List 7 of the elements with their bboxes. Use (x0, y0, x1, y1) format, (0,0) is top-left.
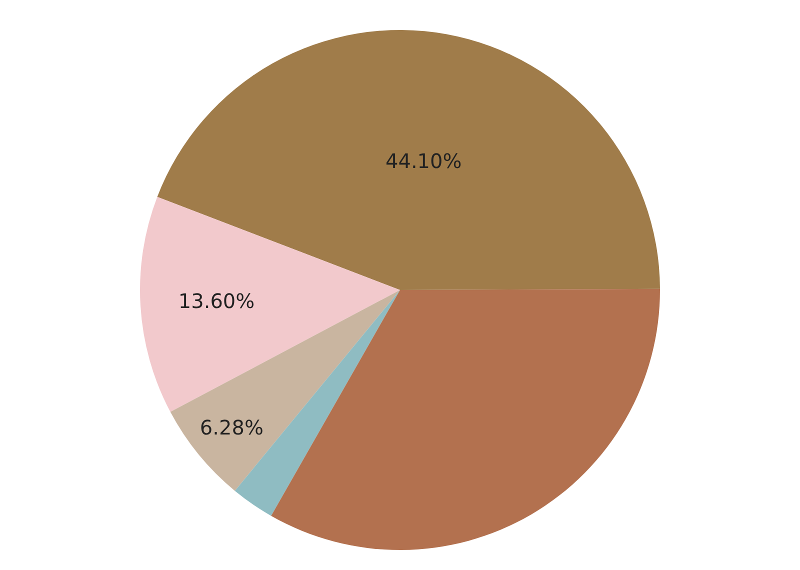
data-label: 44.10% (385, 149, 462, 174)
pie-slice (271, 288, 660, 550)
pie-slice (170, 290, 400, 491)
data-label: 6.28% (200, 416, 264, 440)
pie-slice (140, 196, 400, 412)
data-label: 13.60% (178, 289, 255, 314)
pie-slice (157, 30, 660, 290)
